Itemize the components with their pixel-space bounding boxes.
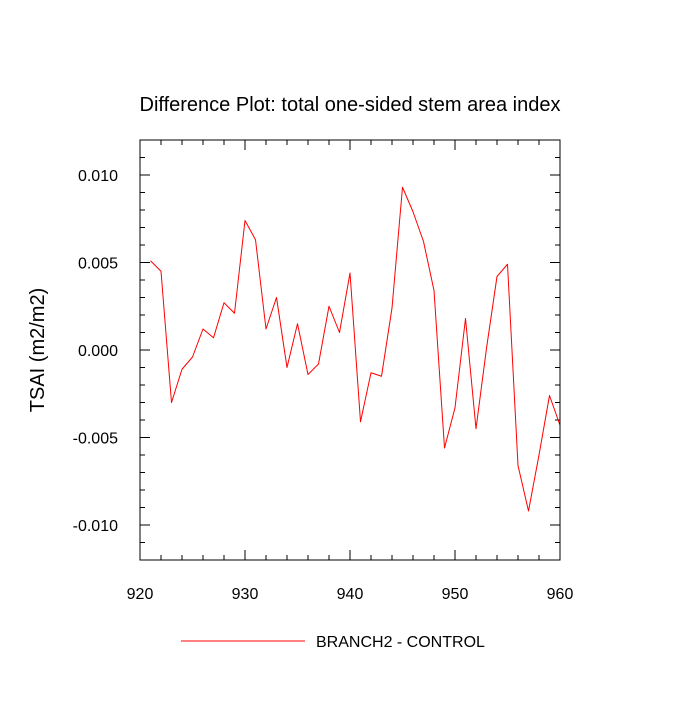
y-axis-label: TSAI (m2/m2) (27, 288, 49, 412)
x-tick-label: 930 (232, 586, 259, 603)
y-tick-label: -0.005 (73, 431, 118, 448)
x-tick-label: 920 (127, 586, 154, 603)
y-tick-label: -0.010 (73, 518, 118, 535)
y-tick-label: 0.010 (78, 168, 118, 185)
y-tick-label: 0.005 (78, 256, 118, 273)
legend: BRANCH2 - CONTROL (181, 634, 485, 651)
axis-tick-labels: 920 930 940 950 960 -0.010 -0.005 0.000 0.005 0.0… (73, 168, 574, 603)
x-tick-label: 950 (442, 586, 469, 603)
axis-ticks (139, 139, 561, 561)
series-layer (150, 186, 561, 512)
x-tick-label: 940 (337, 586, 364, 603)
legend-label-branch2-control: BRANCH2 - CONTROL (316, 634, 485, 651)
y-tick-label: 0.000 (78, 343, 118, 360)
series-line-branch2-control (150, 186, 561, 512)
x-tick-label: 960 (547, 586, 574, 603)
chart-title: Difference Plot: total one-sided stem ar… (140, 94, 561, 116)
plot-frame (139, 139, 561, 561)
